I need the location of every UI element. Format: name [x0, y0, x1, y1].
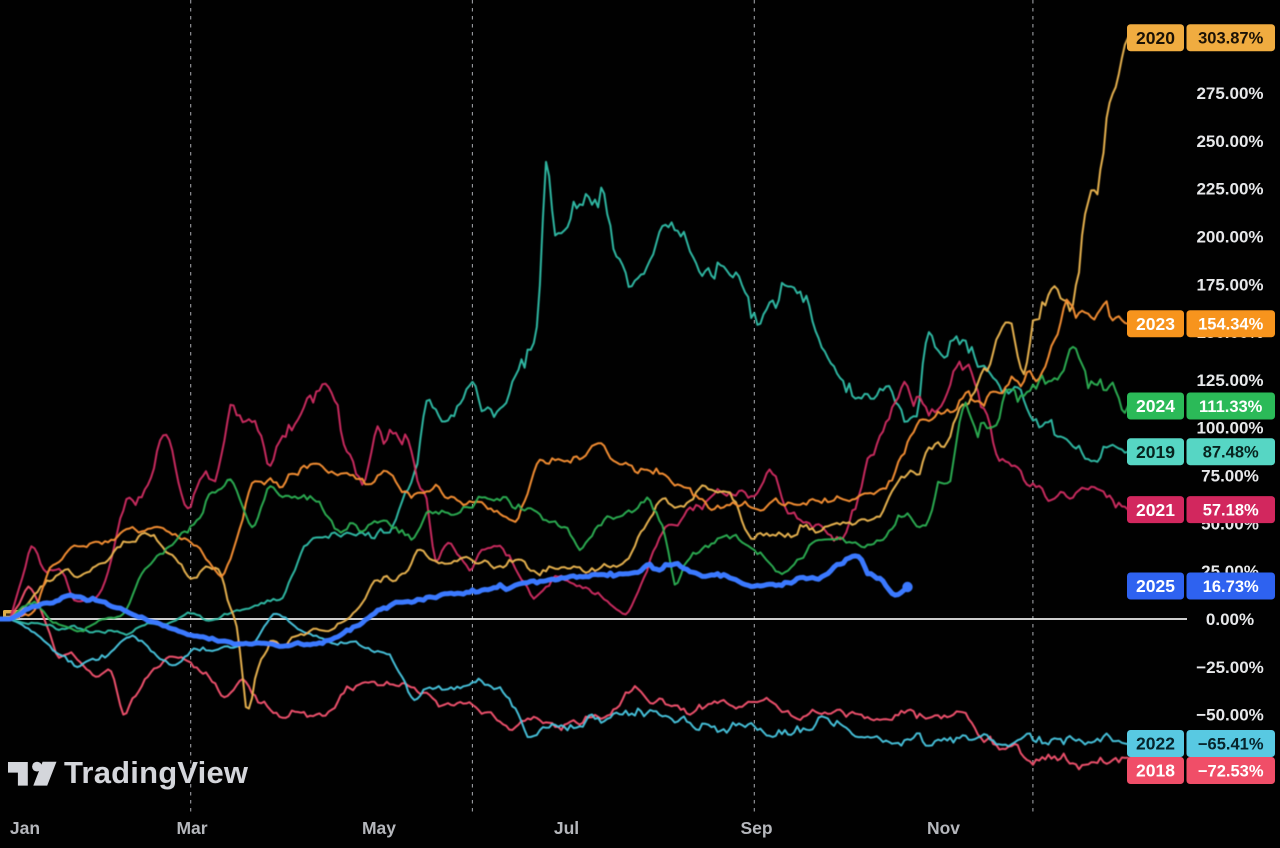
svg-text:100.00%: 100.00%	[1196, 419, 1263, 438]
svg-text:125.00%: 125.00%	[1196, 371, 1263, 390]
svg-text:175.00%: 175.00%	[1196, 275, 1263, 294]
svg-text:Jan: Jan	[10, 818, 40, 838]
svg-text:−65.41%: −65.41%	[1198, 736, 1264, 754]
svg-text:Nov: Nov	[927, 818, 960, 838]
svg-text:−50.00%: −50.00%	[1196, 706, 1264, 725]
svg-text:Sep: Sep	[740, 818, 772, 838]
svg-text:TradingView: TradingView	[64, 755, 249, 790]
svg-text:87.48%: 87.48%	[1203, 444, 1259, 462]
svg-text:−25.00%: −25.00%	[1196, 658, 1264, 677]
svg-text:275.00%: 275.00%	[1196, 84, 1263, 103]
svg-text:2022: 2022	[1136, 734, 1175, 754]
svg-text:May: May	[362, 818, 396, 838]
svg-text:75.00%: 75.00%	[1201, 467, 1259, 486]
svg-text:303.87%: 303.87%	[1198, 30, 1263, 48]
svg-text:250.00%: 250.00%	[1196, 132, 1263, 151]
svg-text:2023: 2023	[1136, 314, 1175, 334]
svg-text:−72.53%: −72.53%	[1198, 763, 1264, 781]
svg-text:0.00%: 0.00%	[1206, 610, 1254, 629]
svg-text:111.33%: 111.33%	[1199, 398, 1263, 416]
svg-text:16.73%: 16.73%	[1203, 578, 1259, 596]
svg-text:154.34%: 154.34%	[1198, 316, 1263, 334]
svg-text:2021: 2021	[1136, 500, 1175, 520]
svg-text:2025: 2025	[1136, 576, 1175, 596]
svg-text:2024: 2024	[1136, 396, 1175, 416]
svg-text:2020: 2020	[1136, 28, 1175, 48]
svg-text:Jul: Jul	[554, 818, 579, 838]
svg-text:57.18%: 57.18%	[1203, 502, 1259, 520]
svg-text:200.00%: 200.00%	[1196, 228, 1263, 247]
svg-text:Mar: Mar	[176, 818, 207, 838]
svg-text:2018: 2018	[1136, 761, 1175, 781]
svg-text:225.00%: 225.00%	[1196, 180, 1263, 199]
svg-text:2019: 2019	[1136, 442, 1175, 462]
